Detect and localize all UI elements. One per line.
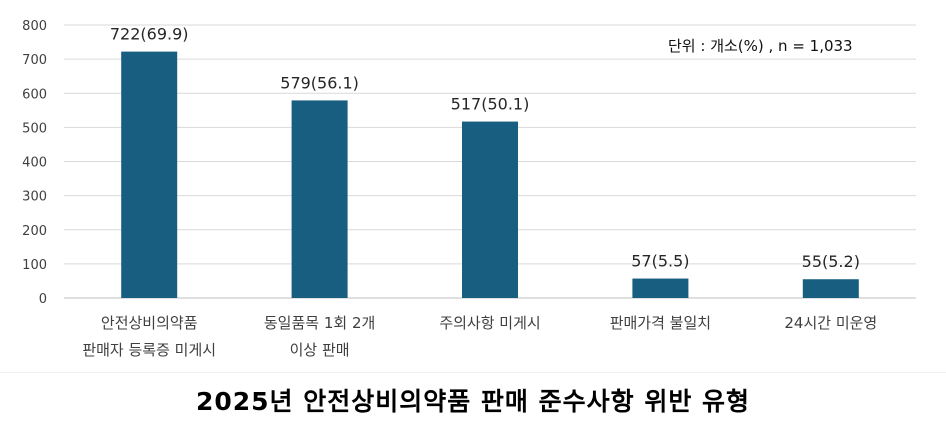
bar	[802, 279, 859, 298]
unit-note: 단위 : 개소(%) , n = 1,033	[668, 37, 853, 55]
y-tick-label: 600	[22, 87, 47, 102]
x-category-label: 안전상비의약품	[101, 314, 198, 332]
data-label: 579(56.1)	[280, 73, 359, 92]
chart-panel: 0 100 200 300 400 500 600 700 800 722(69.9) 안전상비의…	[0, 19, 946, 373]
x-category-label: 이상 판매	[290, 341, 350, 359]
bar	[462, 121, 518, 298]
y-tick-label: 200	[22, 224, 47, 239]
data-label: 517(50.1)	[451, 95, 530, 114]
x-category-label: 동일품목 1회 2개	[264, 314, 375, 332]
x-category-label: 판매가격 불일치	[610, 314, 711, 332]
data-label: 57(5.5)	[631, 252, 689, 271]
bar-chart: 0 100 200 300 400 500 600 700 800 722(69.9) 안전상비의…	[22, 19, 916, 359]
data-label: 722(69.9)	[110, 25, 189, 44]
x-category-label: 판매자 등록증 미게시	[82, 341, 216, 359]
y-tick-label: 400	[22, 156, 47, 171]
y-tick-label: 500	[22, 121, 47, 136]
y-tick-label: 300	[22, 190, 47, 205]
chart-title: 2025년 안전상비의약품 판매 준수사항 위반 유형	[195, 387, 751, 416]
y-tick-label: 800	[22, 19, 47, 34]
bar	[632, 278, 689, 298]
x-category-label: 주의사항 미게시	[439, 314, 540, 332]
y-tick-label: 0	[39, 292, 47, 307]
bar	[291, 100, 348, 298]
x-category-label: 24시간 미운영	[784, 314, 877, 332]
y-tick-label: 100	[22, 258, 47, 273]
data-label: 55(5.2)	[802, 252, 860, 271]
bar	[121, 51, 178, 299]
y-tick-label: 700	[22, 53, 47, 68]
